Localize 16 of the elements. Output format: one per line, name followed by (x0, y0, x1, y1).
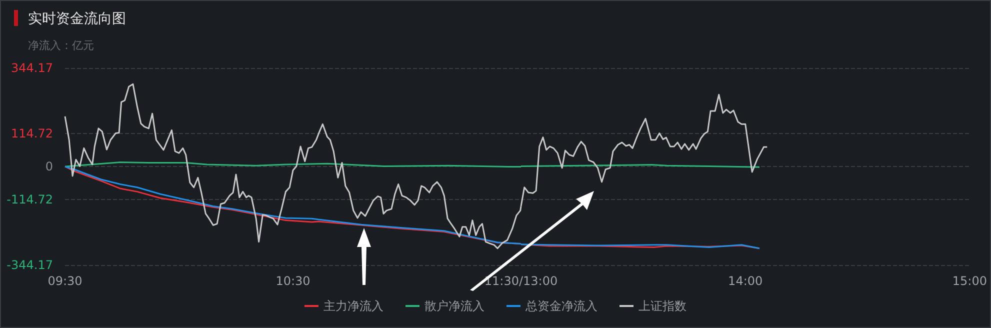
y-tick-label: -114.72 (6, 192, 53, 206)
chart-title: 实时资金流向图 (28, 11, 126, 27)
legend-label: 上证指数 (638, 299, 686, 313)
y-tick-label: -344.17 (6, 258, 53, 272)
x-tick-label: 10:30 (276, 274, 310, 288)
x-tick-label: 09:30 (48, 274, 82, 288)
legend-label: 散户净流入 (424, 299, 484, 313)
x-tick-label: 15:00 (952, 274, 988, 288)
y-tick-label: 344.17 (11, 61, 53, 75)
y-tick-label: 0 (45, 160, 53, 174)
x-tick-label: 11:30/13:00 (484, 274, 558, 288)
legend-label: 总资金净流入 (524, 299, 598, 313)
y-tick-label: 114.72 (11, 126, 53, 141)
x-tick-label: 14:00 (728, 274, 763, 288)
chart-subtitle: 净流入：亿元 (28, 39, 94, 52)
legend-label: 主力净流入 (324, 299, 384, 313)
